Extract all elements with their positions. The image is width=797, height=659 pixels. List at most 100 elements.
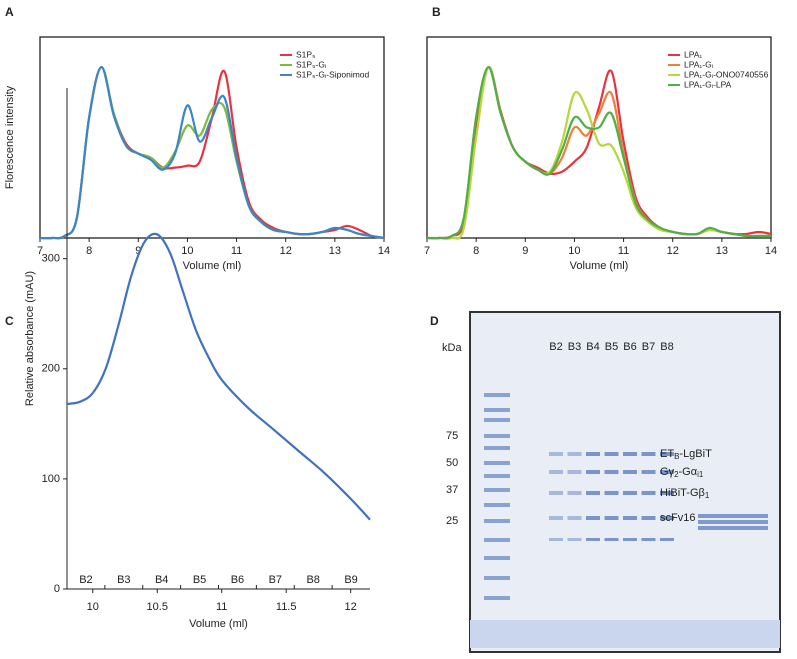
- band-label-part: B: [674, 452, 679, 461]
- panel-label: D: [430, 314, 439, 328]
- protein-band: [641, 516, 656, 520]
- x-tick-label: 11.5: [276, 601, 297, 613]
- ladder-band: [484, 393, 510, 397]
- protein-band: [604, 491, 619, 495]
- gel-front: [470, 620, 780, 648]
- lane-label: B7: [642, 341, 655, 353]
- series-line: [39, 66, 385, 240]
- panel-label: C: [5, 314, 14, 328]
- x-tick-label: 7: [424, 245, 430, 257]
- fraction-label: B7: [269, 574, 282, 586]
- x-tick-label: 10: [568, 245, 580, 257]
- x-tick-label: 8: [473, 245, 479, 257]
- ladder-band: [484, 418, 510, 422]
- x-tick-label: 10: [181, 245, 193, 257]
- ladder-band: [484, 408, 510, 412]
- ladder-band: [484, 556, 510, 560]
- ladder-band: [484, 519, 510, 523]
- protein-band: [641, 538, 656, 541]
- ladder-band: [484, 461, 510, 465]
- x-tick-label: 10: [87, 601, 99, 613]
- x-tick-label: 11: [231, 245, 242, 257]
- band-label-part: -LgBiT: [679, 448, 712, 460]
- protein-band: [641, 452, 656, 456]
- legend-label: LPA₁-Gᵢ-ONO0740556: [684, 69, 769, 79]
- fraction-label: B2: [79, 574, 92, 586]
- protein-band: [604, 452, 619, 456]
- protein-band: [567, 516, 582, 520]
- protein-band: [549, 452, 563, 456]
- protein-band: [623, 491, 637, 495]
- y-tick-label: 200: [42, 363, 60, 375]
- panel-label: B: [432, 5, 441, 19]
- y-tick-label: 0: [54, 583, 60, 595]
- protein-band: [660, 470, 674, 474]
- x-tick-label: 12: [345, 601, 357, 613]
- series-line: [426, 66, 771, 240]
- x-axis-label: Volume (ml): [570, 260, 629, 272]
- fraction-label: B4: [155, 574, 168, 586]
- x-tick-label: 14: [765, 245, 777, 257]
- protein-band: [586, 470, 600, 474]
- protein-band: [567, 491, 582, 495]
- x-tick-label: 12: [667, 245, 679, 257]
- protein-band: [641, 470, 656, 474]
- band-label-part: i1: [697, 470, 704, 479]
- legend-label: S1P₅-Gᵢ: [296, 59, 326, 69]
- band-label: scFv16: [660, 512, 695, 524]
- legend-label: LPA₁-Gᵢ-LPA: [684, 79, 732, 89]
- protein-band: [586, 516, 600, 520]
- lane-label: B4: [586, 341, 599, 353]
- ladder-band: [484, 538, 510, 542]
- band-label-part: -Gα: [679, 466, 698, 478]
- x-tick-label: 9: [522, 245, 528, 257]
- plot-frame: [39, 36, 385, 239]
- protein-band: [604, 538, 619, 541]
- x-tick-label: 8: [86, 245, 92, 257]
- series-line: [66, 232, 371, 521]
- x-tick-label: 11: [216, 601, 227, 613]
- protein-band: [698, 520, 768, 524]
- y-axis-label: Relative absorbance (mAU): [24, 271, 36, 406]
- x-tick-label: 9: [135, 245, 141, 257]
- series-line: [39, 66, 385, 240]
- band-label-part: 2: [674, 470, 679, 479]
- x-tick-label: 13: [716, 245, 728, 257]
- fraction-label: B8: [306, 574, 319, 586]
- protein-band: [660, 491, 674, 495]
- gel-image: [469, 311, 781, 653]
- fraction-label: B5: [193, 574, 206, 586]
- plot-frame: [426, 36, 772, 239]
- marker-label: 25: [446, 515, 458, 527]
- legend-label: S1P₅: [296, 49, 316, 59]
- protein-band: [660, 452, 674, 456]
- fraction-label: B3: [117, 574, 130, 586]
- fraction-label: B6: [231, 574, 244, 586]
- protein-band: [567, 452, 582, 456]
- marker-label: 37: [446, 484, 458, 496]
- band-label-part: ET: [660, 448, 674, 460]
- lane-label: B5: [605, 341, 618, 353]
- protein-band: [623, 538, 637, 541]
- protein-band: [698, 514, 768, 518]
- ladder-band: [484, 446, 510, 450]
- series-line: [426, 66, 772, 240]
- protein-band: [604, 516, 619, 520]
- band-label: Gγ2-Gαi1: [660, 466, 704, 479]
- size-label: kDa: [442, 342, 462, 354]
- band-label: HiBiT-Gβ1: [660, 487, 710, 500]
- protein-band: [604, 470, 619, 474]
- x-tick-label: 14: [378, 245, 390, 257]
- y-tick-label: 100: [42, 473, 60, 485]
- series-line: [426, 66, 771, 240]
- band-label-part: HiBiT-Gβ: [660, 487, 705, 499]
- ladder-band: [484, 576, 510, 580]
- x-axis-label: Volume (ml): [183, 260, 242, 272]
- x-tick-label: 13: [329, 245, 341, 257]
- lane-label: B3: [568, 341, 581, 353]
- protein-band: [549, 491, 563, 495]
- x-axis-label: Volume (ml): [189, 618, 248, 630]
- protein-band: [641, 491, 656, 495]
- protein-band: [586, 538, 600, 541]
